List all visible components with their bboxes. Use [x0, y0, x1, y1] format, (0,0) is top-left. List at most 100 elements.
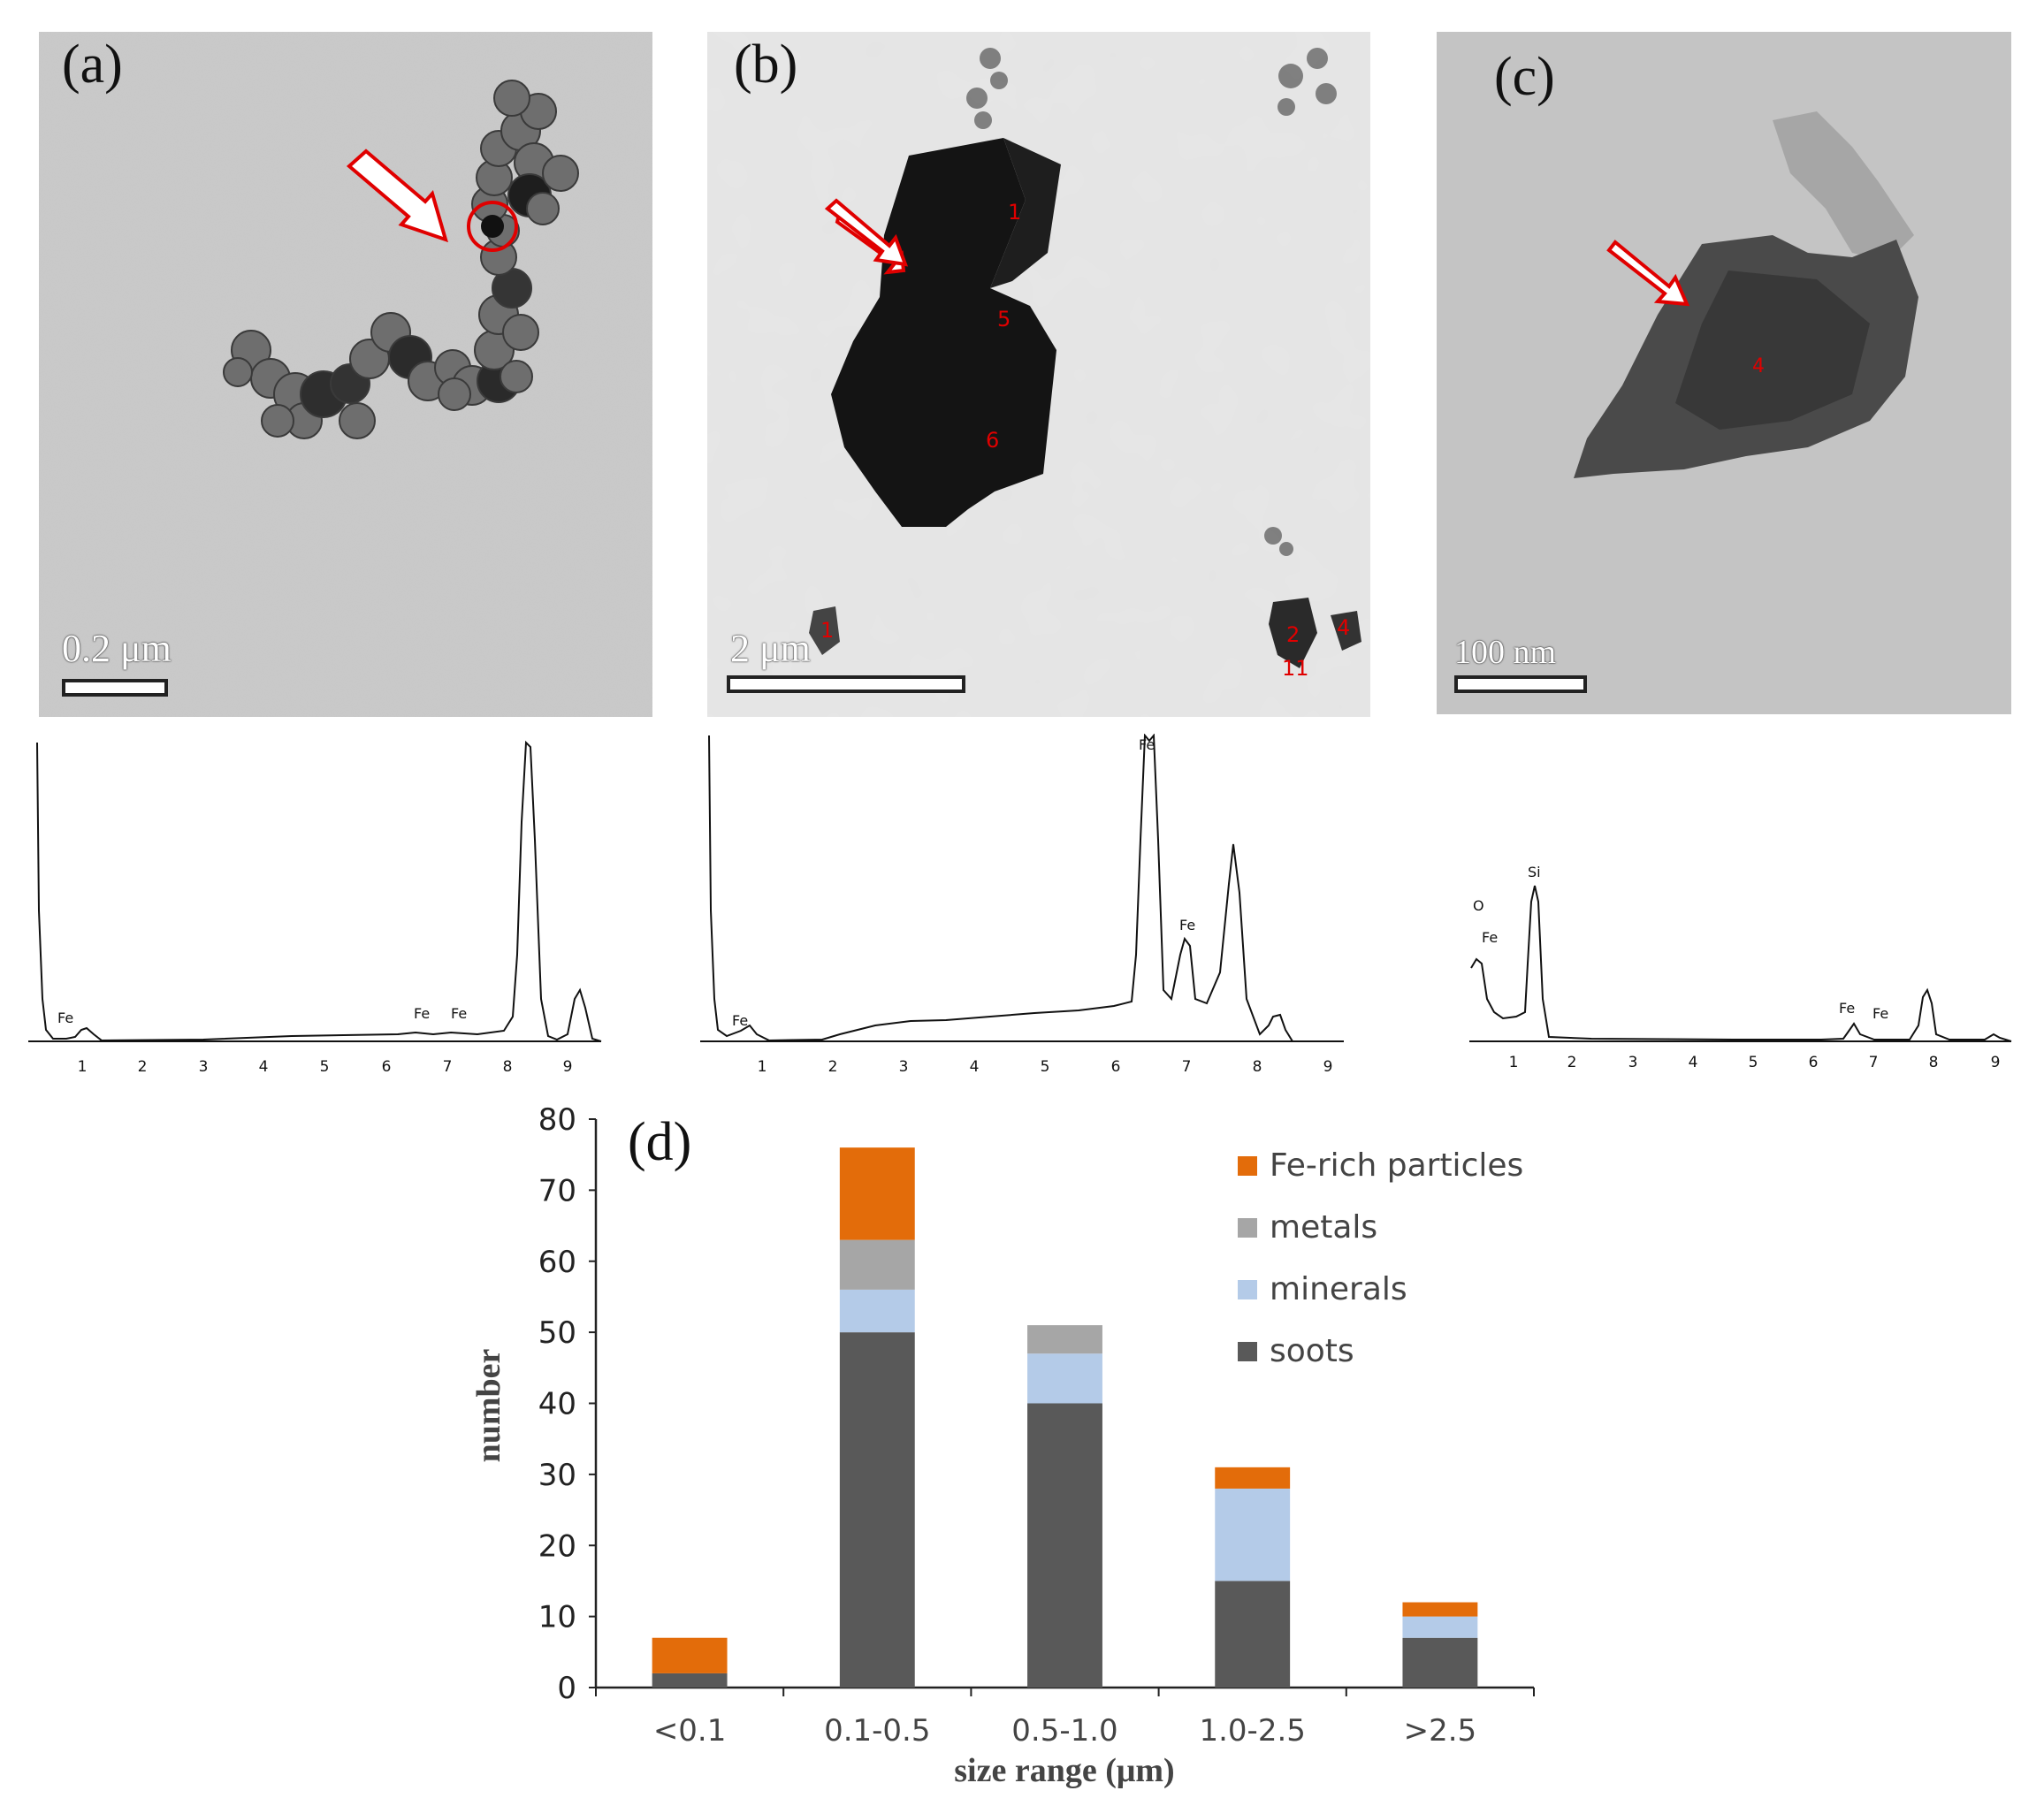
tick-c-2: 2 — [1567, 1054, 1577, 1071]
bar-minerals — [1215, 1488, 1291, 1581]
point-label-c-4: 4 — [1752, 355, 1765, 377]
bar-fe-rich-particles — [839, 1147, 915, 1240]
peak-label-a-3: Fe — [451, 1005, 467, 1022]
panel-label-d: (d) — [628, 1112, 691, 1172]
peak-label-c-o: O — [1473, 897, 1484, 914]
point-label-b-2: 2 — [1286, 622, 1300, 647]
tick-c-6: 6 — [1809, 1054, 1819, 1071]
peak-label-b-2: Fe — [1139, 736, 1155, 753]
tick-a-3: 3 — [199, 1058, 209, 1076]
tick-c-5: 5 — [1749, 1054, 1758, 1071]
tem-image-c: 4 100 nm — [1437, 32, 2011, 714]
scale-bar-c — [1454, 675, 1587, 693]
tick-b-4: 4 — [970, 1058, 980, 1076]
tick-a-2: 2 — [138, 1058, 148, 1076]
bar-minerals — [1027, 1353, 1102, 1404]
tick-b-2: 2 — [828, 1058, 838, 1076]
legend-swatch — [1238, 1218, 1257, 1238]
tick-b-3: 3 — [899, 1058, 909, 1076]
tick-a-1: 1 — [78, 1058, 88, 1076]
tick-b-6: 6 — [1111, 1058, 1121, 1076]
tick-a-4: 4 — [259, 1058, 269, 1076]
tick-b-5: 5 — [1041, 1058, 1050, 1076]
legend-swatch — [1238, 1156, 1257, 1176]
tick-c-8: 8 — [1929, 1054, 1939, 1071]
tem-image-b: 1 5 6 1 2 11 4 2 μm — [707, 32, 1370, 717]
legend-label: Fe-rich particles — [1270, 1147, 1523, 1184]
tick-c-4: 4 — [1689, 1054, 1698, 1071]
legend-label: metals — [1270, 1209, 1377, 1246]
x-axis-title: size range (μm) — [954, 1752, 1174, 1789]
bar-fe-rich-particles — [652, 1637, 728, 1673]
bar-soots — [652, 1673, 728, 1688]
legend-label: soots — [1270, 1333, 1354, 1369]
tick-c-7: 7 — [1869, 1054, 1879, 1071]
y-tick-label: 30 — [538, 1458, 576, 1493]
legend-swatch — [1238, 1342, 1257, 1361]
y-tick-label: 20 — [538, 1528, 576, 1564]
point-label-b-1: 1 — [1008, 200, 1021, 225]
spectrum-a-ticks: 1 2 3 4 5 6 7 8 9 — [78, 1058, 573, 1076]
y-tick-label: 0 — [557, 1671, 576, 1706]
point-label-b-small-1: 1 — [820, 618, 834, 643]
x-tick-label: 0.5-1.0 — [1011, 1713, 1117, 1749]
tick-a-6: 6 — [382, 1058, 392, 1076]
y-axis-title: number — [470, 1348, 507, 1462]
bar-soots — [1027, 1403, 1102, 1688]
legend-label: minerals — [1270, 1271, 1407, 1307]
scale-bar-label-c: 100 nm — [1454, 634, 1557, 671]
tick-a-7: 7 — [443, 1058, 453, 1076]
bar-soots — [839, 1332, 915, 1688]
bar-metals — [839, 1239, 915, 1290]
point-label-b-5: 5 — [997, 307, 1011, 331]
x-tick-label: >2.5 — [1404, 1713, 1477, 1749]
eds-spectrum-b: 1 2 3 4 5 6 7 8 9 Fe Fe Fe — [700, 734, 1344, 1076]
bar-soots — [1402, 1637, 1478, 1688]
tick-c-3: 3 — [1628, 1054, 1638, 1071]
tick-b-1: 1 — [758, 1058, 767, 1076]
scale-bar-a — [62, 679, 168, 697]
bar-fe-rich-particles — [1402, 1602, 1478, 1617]
y-tick-label: 80 — [538, 1102, 576, 1138]
peak-label-a-1: Fe — [57, 1010, 73, 1026]
bar-minerals — [1402, 1616, 1478, 1638]
point-label-b-4: 4 — [1337, 615, 1350, 640]
scale-bar-b — [727, 675, 965, 693]
peak-label-c-si: Si — [1528, 864, 1541, 880]
peak-label-a-2: Fe — [414, 1005, 430, 1022]
peak-label-c-fe: Fe — [1482, 929, 1498, 946]
x-tick-label: 1.0-2.5 — [1199, 1713, 1305, 1749]
bar-soots — [1215, 1581, 1291, 1688]
point-label-b-6: 6 — [986, 428, 999, 453]
scale-bar-label-a: 0.2 μm — [62, 627, 172, 670]
legend-swatch — [1238, 1280, 1257, 1299]
x-tick-label: <0.1 — [653, 1713, 727, 1749]
tick-c-1: 1 — [1509, 1054, 1519, 1071]
tick-a-8: 8 — [503, 1058, 513, 1076]
panel-label-a: (a) — [62, 34, 123, 95]
panel-label-c: (c) — [1494, 47, 1555, 107]
size-distribution-chart: (d) number size range (μm) 0 10 20 30 40 50 60… — [470, 1102, 1535, 1789]
tick-c-9: 9 — [1991, 1054, 2001, 1071]
scale-bar-label-b: 2 μm — [730, 627, 811, 670]
peak-label-c-fe2: Fe — [1839, 1000, 1855, 1017]
y-tick-label: 50 — [538, 1315, 576, 1351]
bar-metals — [1027, 1325, 1102, 1354]
tick-b-8: 8 — [1253, 1058, 1262, 1076]
tick-a-5: 5 — [320, 1058, 330, 1076]
y-tick-label: 40 — [538, 1387, 576, 1422]
panel-label-b: (b) — [734, 34, 798, 95]
point-label-b-11: 11 — [1282, 656, 1309, 681]
eds-spectrum-c: 1 2 3 4 5 6 7 8 9 O Fe Si Fe Fe — [1469, 864, 2012, 1071]
peak-label-b-1: Fe — [732, 1012, 748, 1029]
tick-b-9: 9 — [1323, 1058, 1333, 1076]
y-tick-label: 10 — [538, 1600, 576, 1635]
bar-minerals — [839, 1289, 915, 1333]
tick-b-7: 7 — [1182, 1058, 1192, 1076]
tick-a-9: 9 — [563, 1058, 573, 1076]
peak-label-b-3: Fe — [1179, 917, 1195, 933]
x-tick-label: 0.1-0.5 — [824, 1713, 930, 1749]
tem-image-a: 0.2 μm — [39, 32, 652, 717]
bar-fe-rich-particles — [1215, 1467, 1291, 1489]
y-tick-label: 60 — [538, 1245, 576, 1280]
